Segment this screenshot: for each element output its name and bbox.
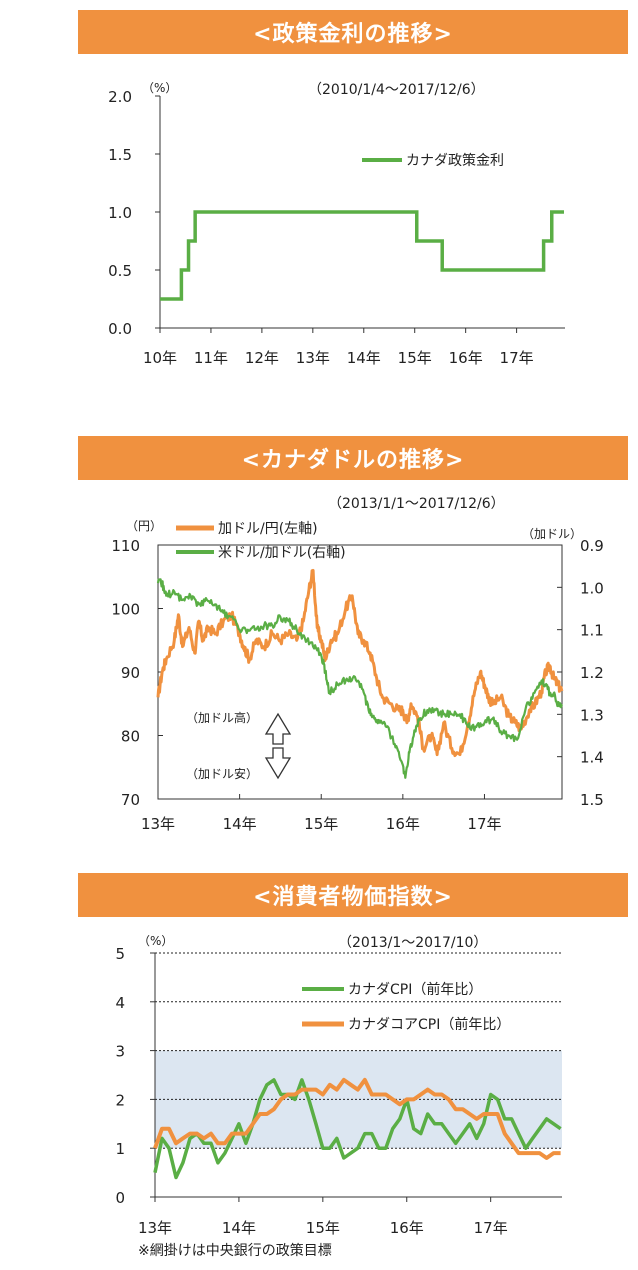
y-tick-label-right: 1.1 bbox=[580, 622, 604, 640]
arrow-down-label: （加ドル安） bbox=[186, 766, 258, 781]
y-tick-label: 2.0 bbox=[108, 88, 132, 106]
y-tick-label: 2 bbox=[115, 1091, 125, 1109]
cad-chart: （2013/1/1～2017/12/6） （円） （加ドル） 110 100 90 8… bbox=[111, 496, 604, 833]
y-tick-label: 1.0 bbox=[108, 204, 132, 222]
arrow-up-icon bbox=[264, 712, 292, 745]
x-tick-label: 10年 bbox=[143, 349, 177, 367]
y-tick-label: 1.5 bbox=[108, 146, 132, 164]
policy-rate-banner: <政策金利の推移> bbox=[78, 10, 628, 54]
x-axis: 13年 14年 15年 16年 17年 bbox=[141, 544, 563, 833]
x-tick-label: 16年 bbox=[449, 349, 483, 367]
series-line-cadjpy bbox=[156, 568, 564, 758]
unit-label-right: （加ドル） bbox=[522, 527, 582, 541]
legend-label-policy-rate: カナダ政策金利 bbox=[406, 152, 504, 169]
x-tick-label: 13年 bbox=[141, 815, 175, 833]
series-line-policy-rate bbox=[160, 210, 564, 301]
y-axis: 2.0 1.5 1.0 0.5 0.0 bbox=[108, 88, 161, 338]
y-tick-label-right: 0.9 bbox=[580, 537, 604, 555]
period-label: （2013/1/1～2017/12/6） bbox=[328, 496, 505, 512]
policy-rate-chart: （%） （2010/1/4～2017/12/6） 2.0 1.5 1.0 0.5 0.0… bbox=[108, 81, 565, 367]
cpi-banner: <消費者物価指数> bbox=[78, 873, 628, 917]
y-tick-label-left: 110 bbox=[111, 537, 140, 555]
period-label: （2013/1～2017/10） bbox=[338, 935, 487, 951]
x-tick-label: 13年 bbox=[296, 349, 330, 367]
y-tick-label-left: 100 bbox=[111, 601, 140, 619]
y-tick-label: 0.0 bbox=[108, 320, 132, 338]
legend-label-cadjpy: 加ドル/円(左軸) bbox=[218, 521, 318, 537]
legend-label-cpi: カナダCPI（前年比） bbox=[348, 981, 482, 998]
x-tick-label: 14年 bbox=[347, 349, 381, 367]
y-tick-label-right: 1.2 bbox=[580, 664, 604, 682]
y-tick-label-left: 90 bbox=[121, 664, 140, 682]
legend: 加ドル/円(左軸) 米ドル/加ドル(右軸) bbox=[176, 521, 346, 561]
x-tick-label: 12年 bbox=[245, 349, 279, 367]
x-tick-label: 17年 bbox=[467, 815, 501, 833]
x-tick-label: 14年 bbox=[223, 815, 257, 833]
y-tick-label-right: 1.3 bbox=[580, 706, 604, 724]
y-axis-right: 0.9 1.0 1.1 1.2 1.3 1.4 1.5 bbox=[557, 537, 604, 809]
y-tick-label-right: 1.4 bbox=[580, 749, 604, 767]
x-tick-label: 14年 bbox=[222, 1219, 256, 1237]
x-tick-label: 15年 bbox=[306, 1219, 340, 1237]
y-tick-label: 3 bbox=[115, 1043, 125, 1061]
cpi-chart: （%） （2013/1～2017/10） 5 4 3 2 1 0 13年 14年 15年 16年… bbox=[115, 934, 562, 1259]
y-tick-label: 0.5 bbox=[108, 262, 132, 280]
x-tick-label: 15年 bbox=[398, 349, 432, 367]
series-line-core-cpi bbox=[153, 1077, 561, 1160]
y-axis: 5 4 3 2 1 0 bbox=[115, 945, 562, 1207]
y-tick-label: 4 bbox=[115, 994, 125, 1012]
series-line-cpi bbox=[153, 1078, 562, 1180]
arrow-up-label: （加ドル高） bbox=[186, 710, 258, 725]
x-tick-label: 13年 bbox=[138, 1219, 172, 1237]
y-tick-label: 1 bbox=[115, 1140, 125, 1158]
series-line-usdcad bbox=[156, 578, 563, 779]
y-tick-label-left: 80 bbox=[121, 728, 140, 746]
x-axis: 13年 14年 15年 16年 17年 bbox=[138, 1196, 562, 1237]
x-tick-label: 17年 bbox=[500, 349, 534, 367]
series-layer bbox=[160, 210, 564, 301]
y-axis-left: 110 100 90 80 70 bbox=[111, 537, 163, 809]
y-tick-label-left: 70 bbox=[121, 791, 140, 809]
series-layer bbox=[156, 568, 564, 779]
direction-arrows: （加ドル高） （加ドル安） bbox=[186, 710, 292, 781]
footnote: ※網掛けは中央銀行の政策目標 bbox=[138, 1242, 332, 1259]
series-layer bbox=[153, 1077, 562, 1180]
x-tick-label: 16年 bbox=[386, 815, 420, 833]
cad-banner: <カナダドルの推移> bbox=[78, 436, 628, 480]
target-band-layer bbox=[155, 1050, 562, 1149]
plot-frame bbox=[157, 544, 563, 800]
period-label: （2010/1/4～2017/12/6） bbox=[308, 82, 485, 98]
target-band bbox=[155, 1050, 562, 1149]
legend-label-core-cpi: カナダコアCPI（前年比） bbox=[348, 1016, 510, 1033]
y-tick-label-right: 1.0 bbox=[580, 579, 604, 597]
y-tick-label-right: 1.5 bbox=[580, 791, 604, 809]
x-axis: 10年 11年 12年 13年 14年 15年 16年 17年 bbox=[143, 327, 565, 367]
legend: カナダ政策金利 bbox=[362, 152, 504, 169]
unit-label: （%） bbox=[142, 81, 177, 95]
unit-label-left: （円） bbox=[126, 519, 162, 533]
x-tick-label: 15年 bbox=[304, 815, 338, 833]
y-tick-label: 5 bbox=[115, 945, 125, 963]
legend-label-usdcad: 米ドル/加ドル(右軸) bbox=[218, 545, 346, 561]
x-tick-label: 11年 bbox=[194, 349, 228, 367]
y-tick-label: 0 bbox=[115, 1189, 125, 1207]
legend: カナダCPI（前年比） カナダコアCPI（前年比） bbox=[302, 981, 510, 1033]
arrow-down-icon bbox=[264, 747, 292, 780]
x-tick-label: 16年 bbox=[390, 1219, 424, 1237]
unit-label: （%） bbox=[138, 934, 173, 948]
x-tick-label: 17年 bbox=[474, 1219, 508, 1237]
